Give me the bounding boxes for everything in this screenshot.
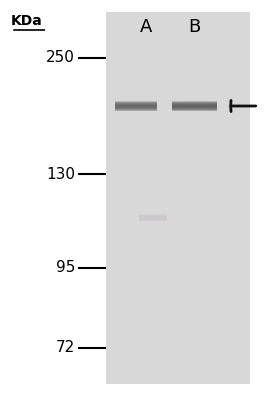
Text: KDa: KDa	[11, 14, 43, 28]
Text: 95: 95	[56, 260, 75, 276]
FancyBboxPatch shape	[106, 12, 250, 384]
Text: A: A	[140, 18, 152, 36]
Text: 250: 250	[46, 50, 75, 66]
Text: 72: 72	[56, 340, 75, 356]
Text: B: B	[188, 18, 201, 36]
Text: 130: 130	[46, 166, 75, 182]
